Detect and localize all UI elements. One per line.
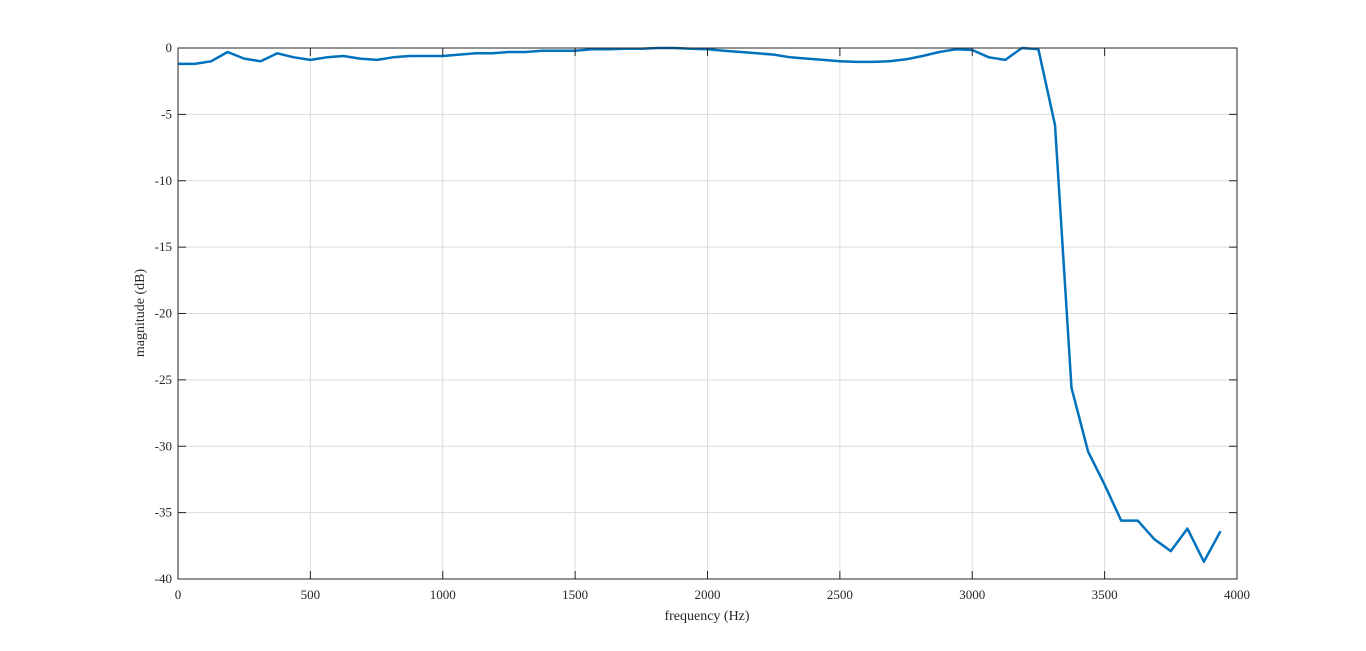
y-tick-label: -10 [155, 173, 172, 188]
y-tick-labels: 0 -5 -10 -15 -20 -25 -30 -35 -40 [155, 40, 172, 586]
y-tick-label: -25 [155, 372, 172, 387]
x-tick-label: 3000 [959, 587, 985, 602]
magnitude-series-line [178, 46, 1222, 563]
x-tick-label: 2000 [695, 587, 721, 602]
y-tick-label: -40 [155, 571, 172, 586]
x-tick-labels: 0 500 1000 1500 2000 2500 3000 3500 4000 [175, 587, 1250, 602]
x-axis-label: frequency (Hz) [664, 609, 749, 624]
y-tick-label: -35 [155, 505, 172, 520]
x-tick-label: 1000 [430, 587, 456, 602]
y-tick-label: -15 [155, 239, 172, 254]
x-tick-label: 3500 [1092, 587, 1118, 602]
x-tick-label: 1500 [562, 587, 588, 602]
y-tick-label: 0 [166, 40, 173, 55]
y-tick-label: -20 [155, 306, 172, 321]
x-tick-label: 500 [301, 587, 321, 602]
axis-ticks [177, 47, 1238, 580]
y-axis-label: magnitude (dB) [133, 269, 148, 358]
y-tick-label: -30 [155, 438, 172, 453]
y-tick-label: -5 [161, 106, 172, 121]
x-tick-label: 2500 [827, 587, 853, 602]
x-tick-label: 0 [175, 587, 182, 602]
x-tick-label: 4000 [1224, 587, 1250, 602]
